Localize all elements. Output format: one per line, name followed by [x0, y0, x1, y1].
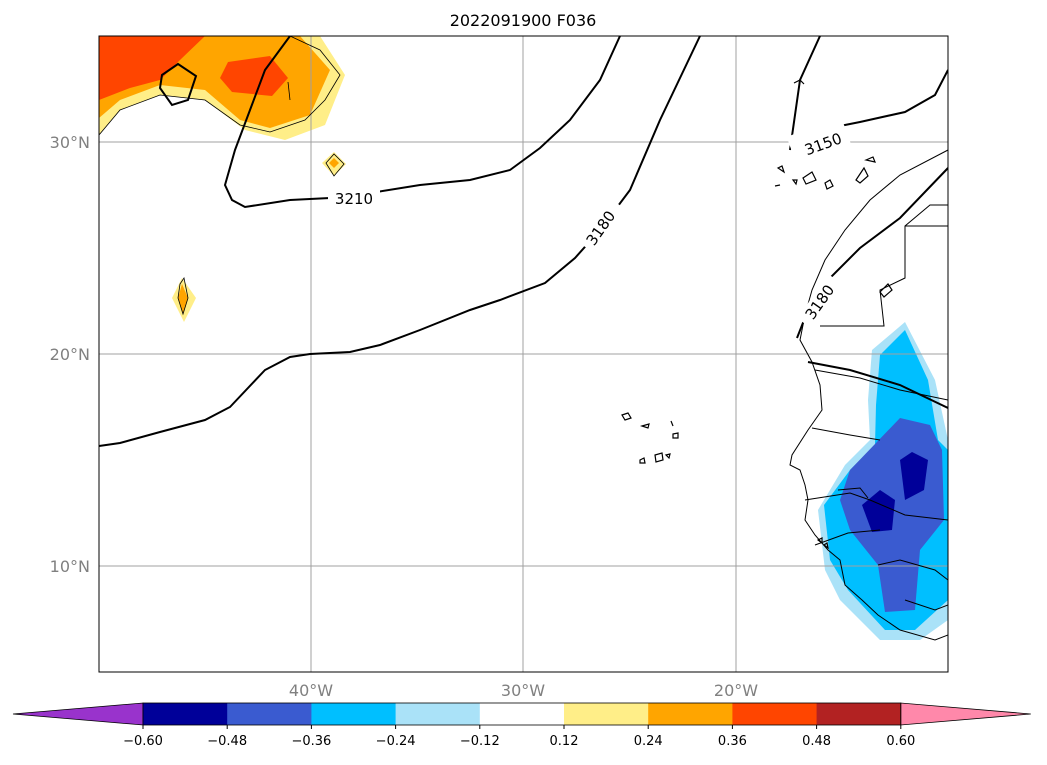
colorbar-segment [395, 703, 481, 725]
colorbar: −0.60 −0.48 −0.36 −0.24 −0.12 0.12 0.24 0.36 0.4… [12, 702, 1031, 749]
colorbar-tick-label: 0.24 [634, 734, 663, 749]
colorbar-tick-label: 0.36 [718, 734, 747, 749]
colorbar-segment [479, 703, 565, 725]
contour-label-3210: 3210 [335, 190, 373, 208]
colorbar-segment [143, 703, 228, 725]
colorbar-segment [732, 703, 818, 725]
lat-label-20n: 20°N [50, 345, 90, 364]
colorbar-tick-label: −0.36 [291, 734, 331, 749]
colorbar-tick-label: −0.48 [207, 734, 247, 749]
shading-outlines [99, 36, 345, 316]
colorbar-tick-label: 0.48 [802, 734, 831, 749]
contour-3150 [789, 36, 821, 151]
coastlines [789, 149, 948, 641]
contour-3210-coast [807, 361, 948, 409]
colorbar-tick-label: −0.60 [123, 734, 163, 749]
lon-label-20w: 20°W [714, 681, 758, 700]
colorbar-frame [142, 702, 902, 726]
islands [621, 79, 893, 550]
colorbar-segment [648, 703, 733, 725]
lon-label-30w: 30°W [501, 681, 545, 700]
colorbar-extend-min [12, 702, 144, 726]
shading-negative-se [818, 322, 948, 640]
colorbar-tick-label: 0.12 [550, 734, 579, 749]
colorbar-tick-label: 0.60 [886, 734, 915, 749]
colorbar-segment [227, 703, 312, 725]
colorbar-segment [816, 703, 902, 725]
colorbar-extend-max [900, 702, 1031, 726]
colorbar-segment [311, 703, 397, 725]
lon-label-40w: 40°W [289, 681, 333, 700]
plot-title: 2022091900 F036 [450, 11, 597, 30]
contour-label-backgrounds [328, 116, 852, 330]
colorbar-tick-label: −0.24 [376, 734, 416, 749]
contour-loop [158, 62, 198, 107]
colorbar-tick-label: −0.12 [460, 734, 500, 749]
map-panel: 3210 3180 3150 3180 [99, 36, 948, 672]
lat-label-10n: 10°N [50, 557, 90, 576]
map-frame [98, 35, 949, 673]
colorbar-segment [564, 703, 649, 725]
lat-label-30n: 30°N [50, 133, 90, 152]
